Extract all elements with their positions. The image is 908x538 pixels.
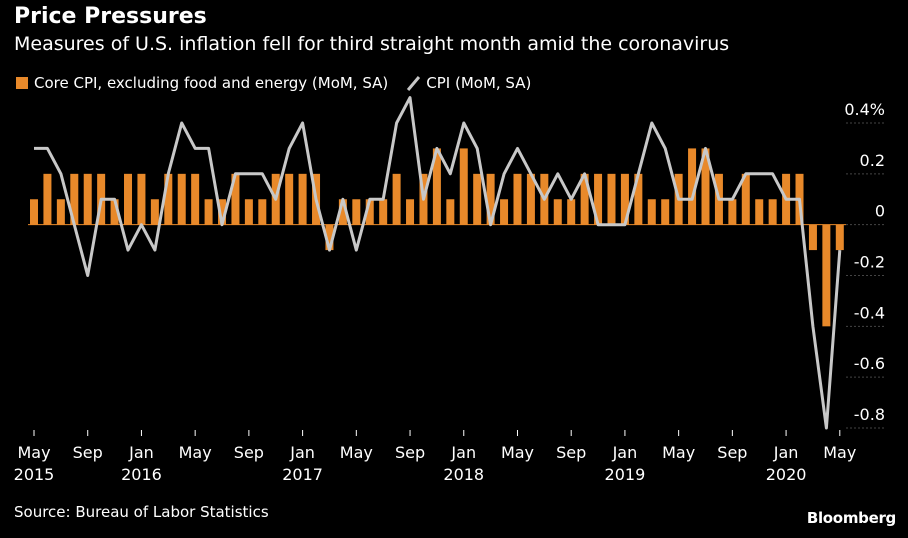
core-cpi-bar [728,199,737,225]
x-tick-label: Jan [128,443,154,462]
core-cpi-bar [164,173,173,225]
y-tick-label: 0.2 [860,151,885,170]
x-tick-label: Sep [73,443,103,462]
core-cpi-bar [70,173,79,225]
y-tick-label: -0.8 [854,405,885,424]
core-cpi-bar [285,173,294,225]
core-cpi-bar [526,173,535,225]
cpi-line [34,96,842,430]
core-cpi-bar [392,173,401,225]
x-tick-label: Sep [395,443,425,462]
core-cpi-bar [553,199,562,225]
core-cpi-bar [459,148,468,225]
source-note: Source: Bureau of Labor Statistics [14,503,269,521]
x-tick-year-label: 2018 [443,465,484,484]
brand-logo: Bloomberg [806,509,896,527]
legend-bar-swatch [16,77,28,89]
core-cpi-bar [661,199,670,225]
core-cpi-bar [755,199,764,225]
core-cpi-bar [204,199,213,225]
x-tick-label: Jan [612,443,638,462]
core-cpi-bar [338,199,347,225]
core-cpi-bar [446,199,455,225]
core-cpi-bar [124,173,133,225]
core-cpi-bar [607,173,616,225]
core-cpi-bar [177,173,186,225]
x-tick-label: Sep [717,443,747,462]
core-cpi-bar [500,199,509,225]
core-cpi-bar [835,224,844,251]
core-cpi-bar [30,199,38,225]
x-tick-year-label: 2019 [605,465,646,484]
core-cpi-bar [432,148,441,225]
core-cpi-bar [110,199,119,225]
x-tick-label: May [662,443,695,462]
core-cpi-bar [688,148,697,225]
core-cpi-bar [647,199,656,225]
core-cpi-bar [513,173,522,225]
core-cpi-bar [150,199,159,225]
core-cpi-bar [768,199,777,225]
x-tick-label: May [340,443,373,462]
y-tick-label: -0.2 [854,253,885,272]
core-cpi-bar [365,199,374,225]
core-cpi-bar [298,173,307,225]
x-tick-label: May [179,443,212,462]
core-cpi-bar [137,173,146,225]
core-cpi-bar [634,173,643,225]
x-tick-label: Sep [556,443,586,462]
x-tick-year-label: 2020 [766,465,807,484]
core-cpi-bar [325,224,334,251]
core-cpi-bar [741,173,750,225]
y-tick-label: -0.6 [854,354,885,373]
x-tick-label: May [17,443,50,462]
x-tick-label: May [823,443,856,462]
core-cpi-bar [620,173,629,225]
core-cpi-bar [473,173,482,225]
core-cpi-bar [83,173,92,225]
core-cpi-bar [43,173,52,225]
y-tick-label: 0.4% [844,100,885,119]
x-tick-label: May [501,443,534,462]
core-cpi-bar [701,148,710,225]
core-cpi-bar [218,199,227,225]
core-cpi-bar [352,199,361,225]
x-tick-label: Jan [289,443,315,462]
y-tick-label: 0 [875,202,885,221]
x-tick-year-label: 2015 [14,465,55,484]
core-cpi-bar [594,173,603,225]
chart-subtitle: Measures of U.S. inflation fell for thir… [14,33,730,55]
legend-bar-label: Core CPI, excluding food and energy (MoM… [34,74,389,92]
core-cpi-bar [567,199,576,225]
core-cpi-bar [258,199,267,225]
core-cpi-bar [486,173,495,225]
core-cpi-bar [56,199,65,225]
legend: Core CPI, excluding food and energy (MoM… [16,74,531,92]
core-cpi-bar [379,199,388,225]
x-tick-label: Jan [450,443,476,462]
core-cpi-bar [406,199,415,225]
x-tick-label: Sep [234,443,264,462]
core-cpi-bar [822,224,831,327]
x-tick-year-label: 2017 [282,465,323,484]
x-tick-label: Jan [773,443,799,462]
core-cpi-bar [244,199,253,225]
y-tick-label: -0.4 [854,303,885,322]
core-cpi-bar [580,173,589,225]
legend-line-label: CPI (MoM, SA) [426,74,532,92]
x-tick-year-label: 2016 [121,465,162,484]
core-cpi-bar [191,173,200,225]
core-cpi-bar [231,173,240,225]
chart-title: Price Pressures [14,4,207,29]
core-cpi-bar [808,224,817,251]
